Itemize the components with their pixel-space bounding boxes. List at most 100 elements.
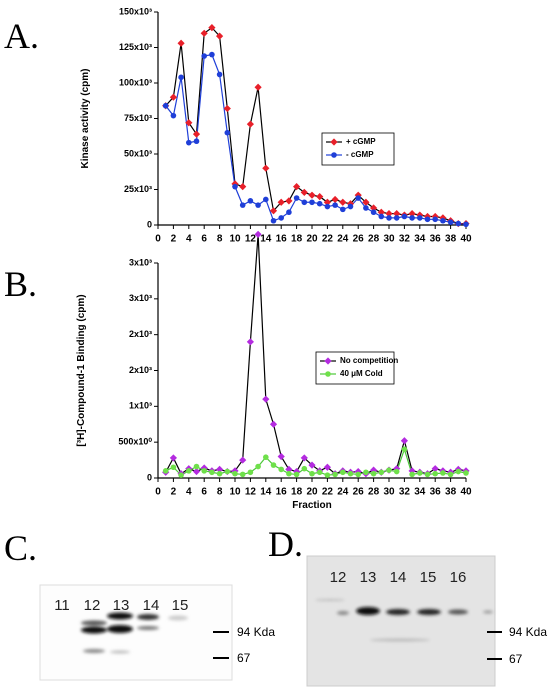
- bands: [81, 612, 188, 654]
- x-tick-label: 26: [353, 487, 365, 498]
- point: [385, 210, 393, 218]
- point: [239, 183, 247, 191]
- point: [300, 188, 308, 196]
- point: [370, 204, 378, 212]
- lane-label: 15: [172, 597, 189, 614]
- point: [209, 469, 215, 476]
- point: [169, 454, 177, 462]
- point: [239, 456, 247, 464]
- point: [386, 215, 392, 221]
- point: [401, 213, 408, 220]
- point: [309, 470, 315, 477]
- point: [262, 164, 270, 172]
- x-tick-label: 40: [460, 487, 472, 498]
- panel-label: B.: [4, 264, 37, 304]
- y-tick-label: 3x10³: [129, 293, 152, 303]
- point: [285, 197, 293, 205]
- bands: [315, 599, 493, 642]
- x-tick-label: 24: [337, 234, 349, 245]
- point: [216, 71, 223, 78]
- lane-label: 12: [84, 597, 101, 614]
- x-tick-label: 34: [414, 234, 426, 245]
- point: [393, 210, 401, 218]
- point: [308, 461, 316, 469]
- x-tick-label: 14: [260, 234, 272, 245]
- point: [393, 468, 400, 475]
- point: [432, 216, 439, 223]
- point: [393, 215, 400, 221]
- y-tick-label: 150x10³: [119, 6, 152, 16]
- lane-label: 12: [330, 569, 347, 586]
- point: [324, 472, 331, 478]
- gel-c: C. 11 12 13 14 15 94 Kda 67: [4, 528, 275, 681]
- x-tick-label: 24: [337, 487, 349, 498]
- y-tick-label: 50x10³: [124, 148, 152, 158]
- point: [269, 420, 278, 428]
- point: [293, 467, 301, 476]
- point: [386, 467, 392, 473]
- legend-marker: [325, 371, 331, 377]
- point: [232, 183, 238, 190]
- point: [355, 195, 362, 201]
- point: [293, 183, 301, 191]
- y-tick-label: 2x10³: [129, 329, 152, 339]
- point: [370, 466, 378, 474]
- y-tick-label: 100x10³: [119, 77, 152, 87]
- x-tick-label: 36: [430, 234, 442, 245]
- point: [263, 454, 269, 461]
- point: [277, 452, 285, 461]
- point: [370, 209, 377, 216]
- x-tick-label: 8: [217, 487, 223, 498]
- point: [431, 465, 439, 473]
- x-tick-label: 12: [245, 487, 257, 498]
- x-tick-label: 20: [306, 487, 318, 498]
- marker-label: 94 Kda: [237, 625, 275, 639]
- x-tick-label: 32: [399, 234, 411, 245]
- point: [409, 471, 415, 478]
- legend-label: 40 μM Cold: [340, 369, 383, 378]
- point: [169, 93, 177, 101]
- x-tick-label: 30: [383, 234, 395, 245]
- x-tick-label: 0: [155, 234, 161, 245]
- x-tick-label: 38: [445, 234, 457, 245]
- point: [323, 463, 331, 471]
- point: [340, 469, 346, 476]
- point: [263, 196, 269, 203]
- point: [201, 53, 207, 59]
- x-tick-label: 8: [217, 234, 223, 245]
- x-tick-label: 10: [229, 487, 241, 498]
- x-tick-label: 2: [171, 234, 177, 245]
- x-tick-label: 2: [171, 487, 177, 498]
- point: [224, 468, 231, 475]
- x-tick-label: 14: [260, 487, 272, 498]
- series-line: [165, 447, 467, 476]
- point: [232, 470, 238, 477]
- point: [301, 199, 308, 206]
- point: [277, 198, 285, 206]
- chart: A. 0 25x10³ 50x10³ 75x10³ 100x10³ 125x10³ 150x1…: [4, 6, 472, 244]
- point: [447, 219, 454, 225]
- point: [247, 198, 254, 204]
- point: [246, 338, 254, 346]
- legend-label: - cGMP: [346, 150, 374, 159]
- point: [316, 200, 323, 207]
- point: [377, 208, 385, 216]
- lane-label: 13: [113, 597, 130, 614]
- point: [301, 465, 308, 472]
- x-tick-label: 36: [430, 487, 442, 498]
- point: [323, 198, 331, 206]
- y-tick-label: 125x10³: [119, 42, 152, 52]
- point: [216, 470, 223, 477]
- x-tick-label: 6: [201, 487, 207, 498]
- point: [178, 472, 184, 478]
- panel-label: C.: [4, 528, 37, 568]
- y-tick-label: 2x10³: [129, 365, 152, 375]
- point: [216, 32, 224, 40]
- point: [339, 198, 347, 206]
- y-axis-label: Kinase activity (cpm): [80, 68, 91, 168]
- lane-label: 13: [360, 569, 377, 586]
- point: [362, 198, 370, 206]
- point: [417, 215, 423, 221]
